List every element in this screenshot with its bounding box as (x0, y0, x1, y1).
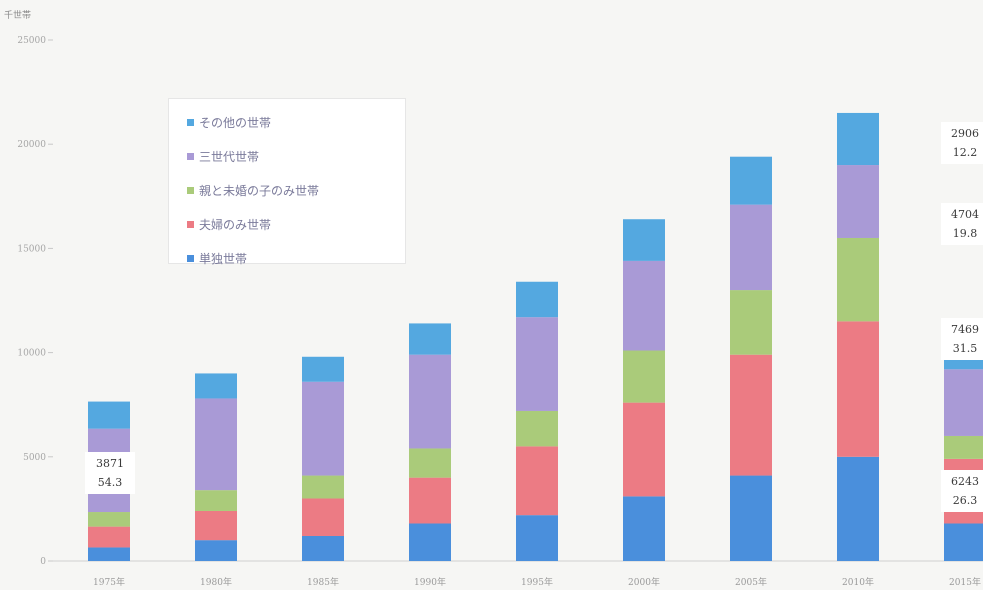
bar-segment (302, 381, 344, 476)
legend-item: その他の世帯 (187, 105, 405, 139)
legend-label: 単独世帯 (199, 251, 248, 266)
data-label: 4704 (951, 208, 979, 221)
bar-segment (516, 281, 558, 318)
x-axis-labels: 1975年 1980年 1985年 1990年 1995年 2000年 2005年 2010年… (93, 576, 981, 588)
bar-segment (302, 498, 344, 536)
legend-swatch (187, 186, 194, 194)
legend-swatch (187, 118, 194, 126)
bar-segment (623, 496, 665, 561)
bar-segment (837, 321, 879, 457)
bar-segment (730, 475, 772, 561)
y-axis-unit: 千世帯 (4, 9, 31, 21)
bar-segment (88, 547, 130, 561)
bar-segment (195, 490, 237, 511)
x-tick-label: 2015年 (949, 576, 981, 588)
legend-swatch (187, 254, 194, 262)
bar-segment (837, 456, 879, 561)
bar-segment (88, 401, 130, 429)
x-tick-label: 1975年 (93, 576, 125, 588)
data-label: 54.3 (98, 476, 123, 489)
x-tick-label: 2000年 (628, 576, 660, 588)
bar-segment (623, 402, 665, 497)
bar-segment (409, 354, 451, 449)
data-label: 7469 (951, 323, 979, 336)
bar-segment (195, 373, 237, 399)
bar-segment (516, 446, 558, 516)
bar-segment (409, 323, 451, 355)
bar-segment (409, 448, 451, 478)
bar-segment (409, 523, 451, 561)
bar-segment (409, 477, 451, 524)
bar-segment (195, 540, 237, 561)
legend-swatch (187, 220, 194, 228)
x-tick-label: 2005年 (735, 576, 767, 588)
data-label: 31.5 (953, 342, 978, 355)
data-label-box (85, 452, 135, 494)
bar-segment (623, 260, 665, 351)
data-label: 2906 (951, 127, 979, 140)
bar-segment (837, 112, 879, 166)
bar-segment (302, 475, 344, 499)
data-label: 3871 (96, 457, 124, 470)
data-label: 19.8 (953, 227, 978, 240)
bar-segment (302, 535, 344, 561)
y-tick-label: 15000 (17, 244, 46, 254)
bar-segment (730, 204, 772, 291)
data-label: 26.3 (953, 494, 978, 507)
legend-item: 単独世帯 (187, 241, 405, 275)
bar-segment (623, 350, 665, 403)
data-label-box (941, 203, 983, 245)
bar-segment (516, 317, 558, 411)
legend-label: その他の世帯 (199, 115, 272, 130)
legend-item: 三世代世帯 (187, 139, 405, 173)
bar-segment (837, 165, 879, 238)
y-tick-label: 25000 (17, 36, 46, 46)
data-label: 12.2 (953, 146, 978, 159)
legend-item: 夫婦のみ世帯 (187, 207, 405, 241)
bar-segment (944, 369, 983, 436)
data-labels: 3871 54.3 6243 26.3 7469 31.5 4704 19.8 2906 12.2 (85, 122, 983, 512)
bar-segment (837, 237, 879, 322)
x-tick-label: 2010年 (842, 576, 874, 588)
legend-label: 三世代世帯 (199, 149, 260, 164)
bar-segment (623, 219, 665, 261)
y-tick-label: 10000 (17, 349, 46, 359)
x-tick-label: 1995年 (521, 576, 553, 588)
legend-swatch (187, 152, 194, 160)
legend-label: 親と未婚の子のみ世帯 (199, 183, 320, 198)
bar-segment (302, 356, 344, 382)
bar-segment (730, 156, 772, 205)
x-tick-label: 1980年 (200, 576, 232, 588)
x-tick-label: 1990年 (414, 576, 446, 588)
data-label: 6243 (951, 475, 979, 488)
legend-item: 親と未婚の子のみ世帯 (187, 173, 405, 207)
y-axis: 千世帯 0 5000 10000 15000 20000 25000 (4, 9, 983, 567)
y-tick-label: 5000 (23, 453, 46, 463)
bar-segment (195, 398, 237, 491)
data-label-box (941, 318, 983, 360)
bar-segment (195, 510, 237, 541)
bar-segment (88, 526, 130, 548)
data-label-box (941, 122, 983, 164)
legend-label: 夫婦のみ世帯 (199, 217, 272, 232)
y-tick-label: 20000 (17, 140, 46, 150)
bar-segment (516, 410, 558, 447)
bar-segment (516, 515, 558, 561)
bar-segment (88, 512, 130, 527)
bar-segment (730, 354, 772, 476)
bar-segment (730, 290, 772, 355)
bar-segment (944, 435, 983, 459)
bar-segment (944, 523, 983, 561)
x-tick-label: 1985年 (307, 576, 339, 588)
chart-legend: その他の世帯 三世代世帯 親と未婚の子のみ世帯 夫婦のみ世帯 単独世帯 (168, 98, 406, 266)
y-tick-label: 0 (40, 557, 46, 567)
data-label-box (941, 470, 983, 512)
